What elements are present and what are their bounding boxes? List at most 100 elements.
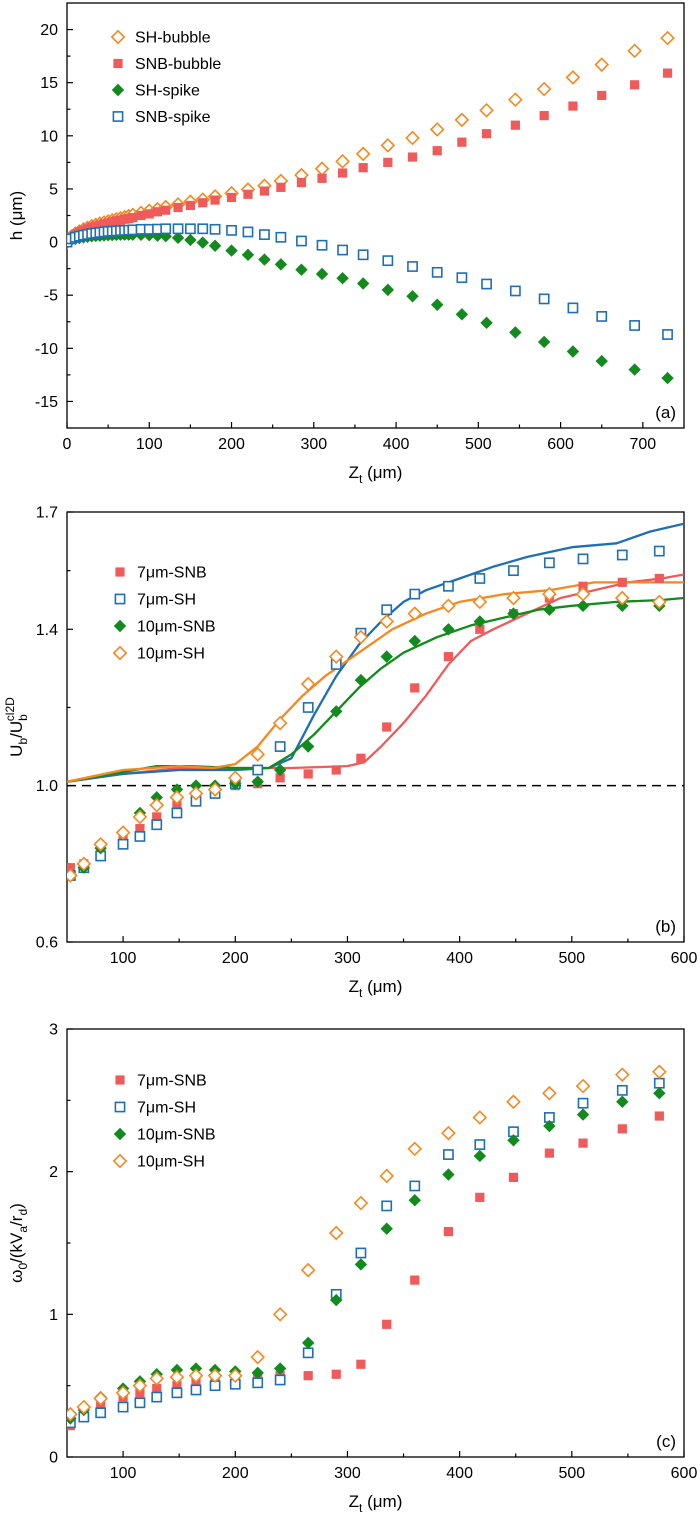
data-point (661, 371, 674, 385)
data-point (198, 198, 208, 208)
data-point (456, 272, 468, 284)
data-point (508, 92, 523, 108)
data-point (136, 210, 146, 221)
data-point (474, 1139, 486, 1150)
data-point (252, 764, 264, 776)
data-point (408, 634, 421, 648)
y-tick-label: 1.4 (36, 622, 58, 639)
data-point (328, 1225, 344, 1241)
data-point (651, 1064, 667, 1080)
x-axis-label: Zt (μm) (349, 1492, 403, 1515)
data-point (354, 1258, 368, 1271)
data-point (302, 702, 314, 713)
legend-label: SNB-bubble (135, 56, 221, 73)
data-point (172, 223, 184, 235)
data-point (381, 604, 393, 616)
data-point (508, 1172, 519, 1182)
data-point (76, 856, 92, 872)
data-point (335, 153, 350, 169)
data-point (630, 80, 640, 90)
data-point (617, 1124, 627, 1134)
data-point (475, 1192, 485, 1202)
data-point (405, 130, 420, 146)
y-tick-label: 5 (49, 181, 58, 198)
data-point (380, 138, 396, 153)
data-point (379, 614, 395, 629)
data-point (274, 1374, 286, 1386)
x-tick-label: 400 (446, 1465, 473, 1482)
data-point (336, 271, 349, 285)
data-point (627, 43, 642, 59)
data-point (575, 1078, 591, 1094)
data-point (207, 782, 223, 797)
legend-label: SNB-spike (135, 109, 211, 126)
data-point (250, 747, 266, 762)
data-point (381, 283, 395, 297)
data-point (654, 573, 664, 584)
data-point (300, 676, 316, 692)
data-point (196, 236, 209, 249)
data-point (578, 1138, 588, 1148)
data-point (473, 1149, 487, 1163)
data-point (509, 326, 522, 339)
data-point (616, 549, 628, 561)
data-point (629, 320, 641, 331)
data-point (241, 248, 255, 262)
legend-label: 7μm-SH (137, 1100, 196, 1117)
data-point (134, 831, 146, 842)
legend-marker (112, 111, 124, 122)
data-point (95, 1407, 107, 1419)
data-point (472, 594, 488, 610)
data-point (507, 607, 520, 620)
data-point (151, 1391, 163, 1403)
x-tick-label: 600 (671, 950, 698, 967)
data-point (653, 1077, 665, 1089)
data-point (410, 1275, 420, 1285)
x-tick-label: 300 (300, 436, 327, 453)
data-point (115, 1385, 131, 1401)
data-point (275, 231, 287, 243)
data-point (128, 213, 138, 223)
data-point (337, 168, 348, 178)
legend-label: 10μm-SNB (137, 1127, 216, 1144)
data-point (296, 235, 307, 247)
data-point (355, 1247, 367, 1259)
data-point (358, 163, 368, 173)
data-point (132, 1378, 148, 1393)
data-point (382, 722, 392, 732)
data-point (315, 267, 329, 281)
data-point (67, 868, 78, 883)
y-tick-label: 10 (40, 128, 58, 145)
data-point (207, 1368, 223, 1384)
data-point (331, 765, 341, 775)
data-point (160, 223, 172, 235)
legend-marker (115, 1075, 125, 1085)
data-point (544, 1148, 554, 1158)
data-point (577, 553, 589, 565)
x-tick-label: 200 (222, 1465, 249, 1482)
data-point (250, 1349, 266, 1365)
data-point (575, 586, 591, 602)
data-point (115, 825, 131, 840)
x-tick-label: 500 (558, 950, 585, 967)
data-point (380, 1222, 393, 1235)
data-point (443, 652, 454, 662)
data-point (455, 308, 469, 321)
data-point (134, 1397, 146, 1409)
data-point (330, 1293, 343, 1307)
data-point (578, 581, 588, 591)
data-point (188, 786, 204, 801)
plot-area (67, 30, 675, 385)
data-point (152, 207, 163, 217)
data-point (566, 345, 580, 358)
data-point (408, 1194, 421, 1207)
data-point (662, 68, 673, 78)
data-point (596, 311, 608, 322)
data-point (543, 1119, 556, 1133)
data-point (379, 1168, 395, 1184)
x-tick-label: 200 (222, 950, 249, 967)
x-tick-label: 400 (446, 950, 473, 967)
data-point (135, 824, 145, 834)
legend-marker (114, 1101, 126, 1113)
legend-label: 10μm-SH (137, 646, 205, 663)
